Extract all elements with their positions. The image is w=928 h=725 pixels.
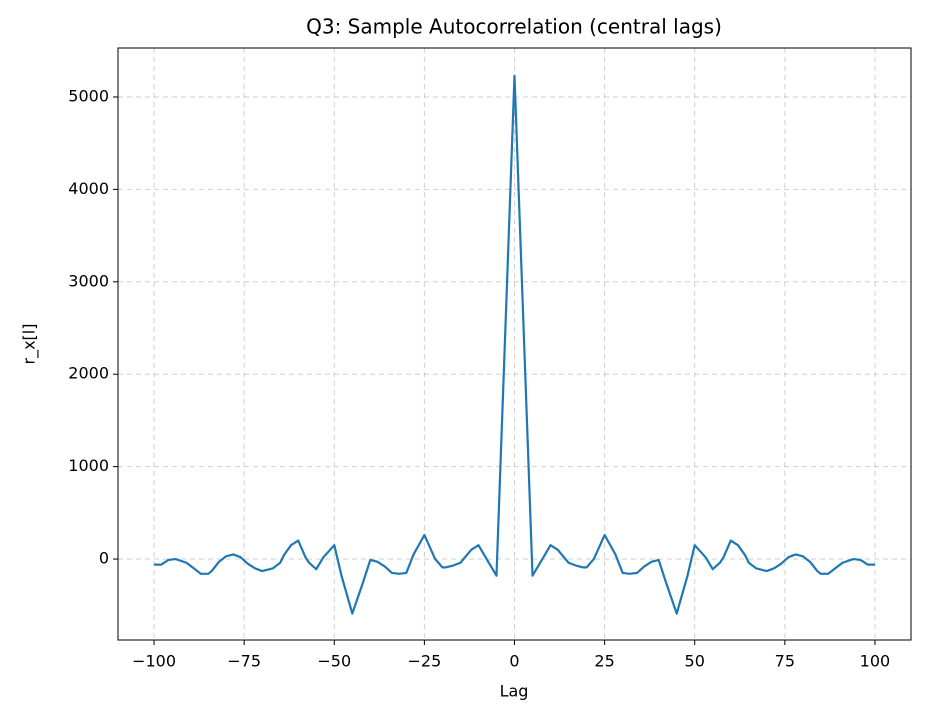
y-tick-label: 4000 <box>68 179 109 198</box>
y-tick-label: 1000 <box>68 456 109 475</box>
data-line <box>154 74 875 615</box>
y-tick-label: 0 <box>99 549 109 568</box>
x-axis-label: Lag <box>500 682 529 701</box>
y-tick-label: 2000 <box>68 364 109 383</box>
plot-frame <box>117 47 912 641</box>
x-tick-label: 100 <box>860 652 891 671</box>
x-tick-label: 25 <box>594 652 614 671</box>
x-tick-label: −100 <box>132 652 176 671</box>
y-tick-label: 3000 <box>68 271 109 290</box>
x-tick-label: −50 <box>317 652 351 671</box>
x-tick-label: −25 <box>408 652 442 671</box>
x-tick-label: −75 <box>227 652 261 671</box>
x-tick-label: 50 <box>685 652 705 671</box>
x-tick-label: 75 <box>775 652 795 671</box>
chart-title: Q3: Sample Autocorrelation (central lags… <box>306 15 722 39</box>
y-tick-label: 5000 <box>68 86 109 105</box>
y-axis-label: r_x[l] <box>20 324 40 365</box>
x-tick-label: 0 <box>509 652 519 671</box>
